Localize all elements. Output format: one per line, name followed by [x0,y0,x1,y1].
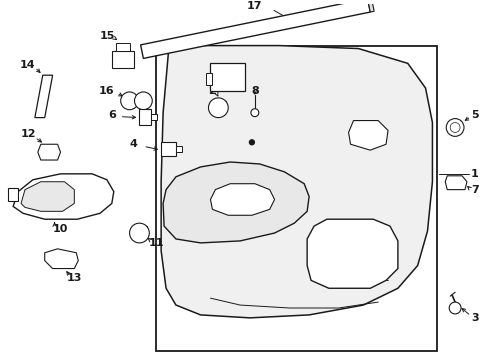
Text: 1: 1 [470,169,478,179]
Polygon shape [38,144,61,160]
Circle shape [250,109,258,117]
FancyBboxPatch shape [210,63,244,91]
Circle shape [446,118,463,136]
Circle shape [448,302,460,314]
Text: 4: 4 [129,139,137,149]
Text: 12: 12 [20,129,36,139]
Circle shape [121,92,138,110]
Text: 14: 14 [20,60,36,70]
Bar [161,142,176,156]
Bar [139,109,151,125]
Bar [176,146,182,152]
Text: 9: 9 [214,63,222,73]
Text: 7: 7 [470,185,478,195]
Bar [151,114,157,120]
Text: 6: 6 [108,110,116,120]
Bar [116,42,129,50]
Circle shape [208,98,228,118]
Polygon shape [161,46,431,318]
Polygon shape [141,0,369,58]
Polygon shape [44,249,78,269]
Polygon shape [306,219,397,288]
Polygon shape [367,0,373,12]
Polygon shape [210,184,274,215]
Circle shape [249,140,254,145]
Polygon shape [35,75,53,118]
Text: 15: 15 [99,31,114,41]
Text: 8: 8 [250,86,258,96]
Polygon shape [348,121,387,150]
Circle shape [134,92,152,110]
Text: 5: 5 [470,110,478,120]
Circle shape [449,122,459,132]
Polygon shape [445,176,466,190]
Bar [112,50,133,68]
Circle shape [129,223,149,243]
Text: 10: 10 [53,224,68,234]
Polygon shape [21,182,74,211]
Bar [156,46,436,351]
Polygon shape [163,162,308,243]
Text: 3: 3 [470,313,478,323]
Text: 13: 13 [66,273,82,283]
Text: 2: 2 [208,86,216,96]
Bar [8,188,18,202]
Text: 11: 11 [148,238,163,248]
Bar [205,73,212,85]
Polygon shape [13,174,114,219]
Text: 17: 17 [246,1,262,11]
Text: 16: 16 [99,86,115,96]
